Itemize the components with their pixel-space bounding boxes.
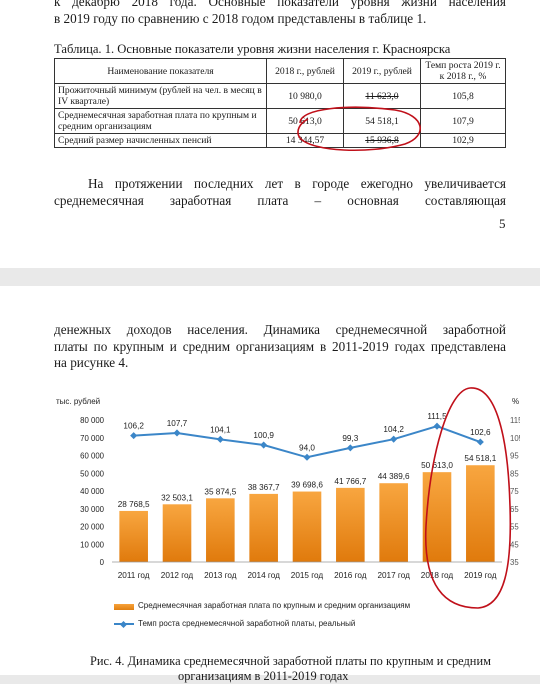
bar bbox=[422, 472, 452, 562]
x-tick-label: 2016 год bbox=[334, 571, 367, 580]
y-tick-label: 50 000 bbox=[80, 469, 105, 478]
paragraph-line: на рисунке 4. bbox=[54, 355, 129, 370]
table-cell: Прожиточный минимум (рублей на чел. в ме… bbox=[54, 83, 267, 109]
paragraph-line: денежных доходов населения. Динамика сре… bbox=[54, 322, 506, 337]
bar bbox=[119, 510, 148, 562]
y-tick-label: 80 000 bbox=[80, 416, 105, 425]
y2-tick-label: 75 bbox=[510, 487, 519, 496]
paragraph-dynamics: денежных доходов населения. Динамика сре… bbox=[54, 322, 506, 372]
x-tick-label: 2015 год bbox=[291, 571, 324, 580]
y2-tick-label: 105 bbox=[510, 434, 520, 443]
bar bbox=[379, 483, 408, 562]
line-data-label: 111,5 bbox=[427, 412, 447, 421]
x-tick-label: 2011 год bbox=[118, 571, 150, 580]
paragraph-line: платы по крупным и средним организациям … bbox=[54, 338, 506, 354]
bar-data-label: 39 698,6 bbox=[291, 481, 323, 490]
paragraph-salary: На протяжении последних лет в городе еже… bbox=[54, 176, 506, 209]
x-tick-label: 2017 год bbox=[377, 571, 410, 580]
paragraph-line: к декабрю 2018 года. Основные показатели… bbox=[54, 0, 506, 9]
y2-tick-label: 35 bbox=[510, 558, 519, 567]
line-point bbox=[130, 432, 138, 440]
salary-chart: тыс. рублей % 0 10 000 20 000 30 000 40 000 50 … bbox=[56, 397, 520, 580]
bar-data-label: 38 367,7 bbox=[248, 483, 280, 492]
table-caption: Таблица. 1. Основные показатели уровня ж… bbox=[54, 42, 451, 56]
y-tick-label: 40 000 bbox=[80, 487, 105, 496]
line-data-label: 104,1 bbox=[210, 425, 231, 434]
bar bbox=[292, 491, 322, 562]
paragraph-line: в 2019 году по сравнению с 2018 годом пр… bbox=[54, 10, 427, 26]
line-point bbox=[346, 444, 354, 452]
y2-tick-label: 65 bbox=[510, 505, 519, 514]
bar bbox=[466, 465, 495, 562]
x-tick-label: 2014 год bbox=[247, 571, 280, 580]
line-data-label: 107,7 bbox=[167, 419, 188, 428]
y2-axis-label: % bbox=[512, 397, 519, 406]
table-row: Среднемесячная заработная плата по крупн… bbox=[54, 108, 506, 134]
bar-data-label: 35 874,5 bbox=[204, 487, 236, 496]
line-data-label: 94,0 bbox=[299, 443, 315, 452]
page-number: 5 bbox=[499, 216, 506, 231]
line-data-label: 100,9 bbox=[253, 431, 274, 440]
table-cell: 102,9 bbox=[420, 133, 506, 148]
x-tick-label: 2013 год bbox=[204, 571, 237, 580]
handwritten-oval-annotation bbox=[424, 387, 512, 609]
table-cell: Среднемесячная заработная плата по крупн… bbox=[54, 108, 267, 134]
figure-caption-line: организациям в 2011-2019 годах bbox=[178, 669, 349, 683]
paragraph-intro: к декабрю 2018 года. Основные показатели… bbox=[54, 0, 506, 27]
y-tick-label: 20 000 bbox=[80, 523, 105, 532]
handwritten-circle-annotation bbox=[297, 106, 421, 151]
y2-tick-label: 45 bbox=[510, 540, 519, 549]
bar-data-label: 44 389,6 bbox=[378, 472, 410, 481]
line-point bbox=[433, 422, 441, 430]
bar bbox=[206, 498, 235, 562]
x-tick-label: 2019 год bbox=[464, 571, 497, 580]
line-data-label: 102,6 bbox=[470, 428, 491, 437]
paragraph-line: среднемесячная заработная плата – основн… bbox=[54, 192, 506, 208]
bar-data-label: 32 503,1 bbox=[161, 493, 193, 502]
line-data-label: 106,2 bbox=[123, 422, 144, 431]
bar-data-label: 50 613,0 bbox=[421, 461, 453, 470]
x-tick-label: 2012 год bbox=[161, 571, 194, 580]
bar-data-label: 28 768,5 bbox=[118, 500, 150, 509]
table-header-cell: 2018 г., рублей bbox=[266, 58, 344, 84]
line-point bbox=[216, 435, 224, 443]
figure-caption-line: Рис. 4. Динамика среднемесячной заработн… bbox=[90, 654, 491, 668]
y2-tick-label: 95 bbox=[510, 452, 519, 461]
y2-tick-label: 55 bbox=[510, 523, 519, 532]
y-axis-label: тыс. рублей bbox=[56, 397, 100, 406]
bar bbox=[336, 487, 365, 562]
bar-data-label: 41 766,7 bbox=[334, 477, 366, 486]
bar bbox=[162, 504, 192, 562]
legend-bar-label: Среднемесячная заработная плата по крупн… bbox=[138, 601, 411, 610]
x-tick-label: 2018 год bbox=[421, 571, 454, 580]
line-data-label: 99,3 bbox=[342, 434, 358, 443]
bar-data-label: 54 518,1 bbox=[464, 454, 496, 463]
figure-caption: Рис. 4. Динамика среднемесячной заработн… bbox=[90, 654, 510, 684]
legend-bar-swatch bbox=[114, 604, 134, 610]
table-cell: 11 623,0 bbox=[343, 83, 421, 109]
table-header-cell: Темп роста 2019 г. к 2018 г., % bbox=[420, 58, 506, 84]
document-page-1: к декабрю 2018 года. Основные показатели… bbox=[0, 0, 540, 268]
indicators-table: Наименование показателя 2018 г., рублей … bbox=[54, 58, 506, 148]
y-tick-label: 60 000 bbox=[80, 452, 105, 461]
paragraph-line: На протяжении последних лет в городе еже… bbox=[88, 176, 506, 191]
y-tick-label: 70 000 bbox=[80, 434, 105, 443]
y-tick-label: 0 bbox=[100, 558, 105, 567]
y2-tick-label: 85 bbox=[510, 469, 519, 478]
table-cell: 107,9 bbox=[420, 108, 506, 134]
line-point bbox=[303, 453, 311, 461]
y-tick-label: 30 000 bbox=[80, 505, 105, 514]
y-tick-label: 10 000 bbox=[80, 540, 105, 549]
y2-tick-label: 115 bbox=[510, 416, 520, 425]
table-cell: 10 980,0 bbox=[266, 83, 344, 109]
legend-line-label: Темп роста среднемесячной заработной пла… bbox=[138, 619, 356, 628]
bar bbox=[249, 493, 278, 562]
line-data-label: 104,2 bbox=[383, 425, 404, 434]
document-page-2: денежных доходов населения. Динамика сре… bbox=[0, 286, 540, 683]
